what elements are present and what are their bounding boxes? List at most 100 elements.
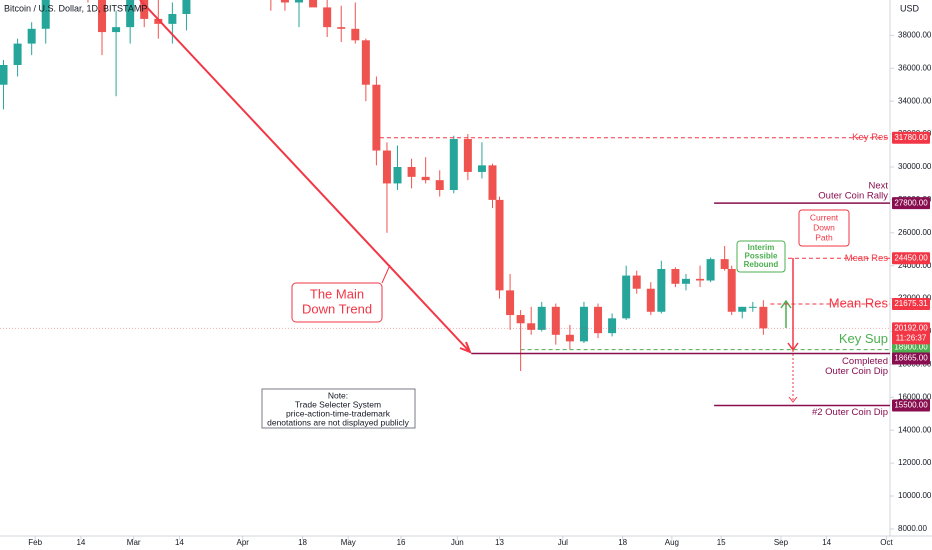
y-tick-label: 14000.00: [898, 425, 932, 434]
trend-arrowhead: [459, 341, 472, 354]
x-tick-label: May: [341, 538, 356, 547]
x-tick-label: 14: [822, 538, 831, 547]
trend-line: [139, 0, 470, 352]
candle-body: [41, 0, 50, 29]
price-box: [892, 197, 930, 210]
price-box: [892, 252, 930, 265]
x-tick-label: 13: [495, 538, 504, 547]
x-tick-label: 18: [298, 538, 307, 547]
candle-body: [759, 306, 768, 329]
x-tick-label: 15: [717, 538, 726, 547]
price-box: [892, 341, 930, 354]
x-tick-label: Apr: [237, 538, 250, 547]
price-box-label: 31780.00: [894, 133, 928, 142]
rebound-box: [736, 240, 786, 273]
rebound-text: Interim: [748, 243, 775, 252]
level-text: Completed: [842, 356, 888, 367]
price-box: [892, 352, 930, 365]
candle-body: [622, 275, 631, 319]
y-tick-label: 16000.00: [898, 392, 932, 401]
candle-body: [112, 27, 121, 33]
y-tick-label: 8000.00: [898, 524, 927, 533]
rebound-text: Rebound: [744, 260, 779, 269]
y-tick-label: 38000.00: [898, 30, 932, 39]
candle-body: [565, 334, 574, 342]
candle-body: [488, 165, 497, 200]
candle-body: [407, 166, 416, 177]
candle-body: [382, 150, 391, 184]
candle-body: [748, 306, 757, 308]
trend-callout: [291, 282, 383, 323]
candle-body: [738, 306, 747, 312]
candle-body: [463, 139, 472, 172]
candle-body: [421, 176, 430, 181]
candle-body: [477, 165, 486, 172]
candle-body: [393, 166, 402, 184]
candle-body: [435, 180, 444, 191]
callout-pointer: [381, 264, 391, 284]
note-text: price-action-time-trademark: [286, 408, 391, 418]
candle-body: [516, 315, 525, 324]
candle-body: [27, 28, 36, 44]
candle-body: [696, 278, 705, 281]
candle-body: [646, 288, 655, 312]
price-box-label: 18665.00: [894, 354, 928, 363]
y-tick-label: 36000.00: [898, 63, 932, 72]
x-tick-label: 16: [397, 538, 406, 547]
x-tick-label: Feb: [28, 538, 42, 547]
x-tick-label: 14: [76, 538, 85, 547]
level-text: #2 Outer Coin Dip: [812, 407, 888, 418]
x-tick-label: Mar: [127, 538, 141, 547]
down-path-text: Down: [813, 222, 835, 232]
trend-callout-text: Down Trend: [302, 301, 372, 316]
note-text: Trade Selecter System: [295, 399, 381, 409]
candle-body: [706, 259, 715, 281]
down-dotted-arrowhead: [788, 396, 798, 403]
x-tick-label: Jun: [451, 538, 464, 547]
price-box-label: 21675.31: [894, 299, 928, 308]
x-tick-label: Aug: [665, 538, 679, 547]
candle-body: [295, 0, 304, 3]
rebound-text: Possible: [745, 252, 778, 261]
candle-body: [449, 139, 458, 191]
candle-body: [140, 0, 149, 19]
candle-body: [182, 0, 191, 14]
candle-body: [372, 84, 381, 151]
price-box-label: 18900.00: [894, 343, 928, 352]
candle-body: [594, 306, 603, 334]
x-tick-label: Sep: [774, 538, 789, 547]
x-tick-label: 18: [618, 538, 627, 547]
note-text: Note:: [328, 390, 348, 400]
down-path-text: Current: [810, 212, 839, 222]
candle-body: [495, 199, 504, 291]
candle-body: [309, 0, 318, 8]
x-tick-label: Oct: [880, 538, 893, 547]
candle-body: [351, 28, 360, 41]
y-tick-label: 10000.00: [898, 491, 932, 500]
last-price-box: [892, 322, 930, 345]
candle-body: [632, 275, 641, 289]
down-path-box: [798, 209, 850, 247]
candle-body: [168, 13, 177, 24]
level-text: Mean Res: [829, 295, 889, 310]
candle-body: [579, 306, 588, 342]
candle-body: [527, 323, 536, 330]
candle-body: [537, 306, 546, 330]
price-box: [892, 399, 930, 412]
y-tick-label: 30000.00: [898, 162, 932, 171]
price-box: [892, 297, 930, 310]
price-box: [892, 131, 930, 144]
x-tick-label: Jul: [558, 538, 568, 547]
price-box-label: 27800.00: [894, 198, 928, 207]
candle-body: [126, 0, 135, 28]
candles: [0, 0, 768, 371]
currency: USD: [900, 3, 920, 13]
level-text: Mean Res: [845, 253, 889, 264]
candle-body: [154, 18, 163, 24]
candle-body: [671, 268, 680, 284]
level-text: Outer Coin Dip: [825, 366, 888, 377]
candle-body: [551, 306, 560, 335]
trend-callout-text: The Main: [310, 286, 364, 301]
